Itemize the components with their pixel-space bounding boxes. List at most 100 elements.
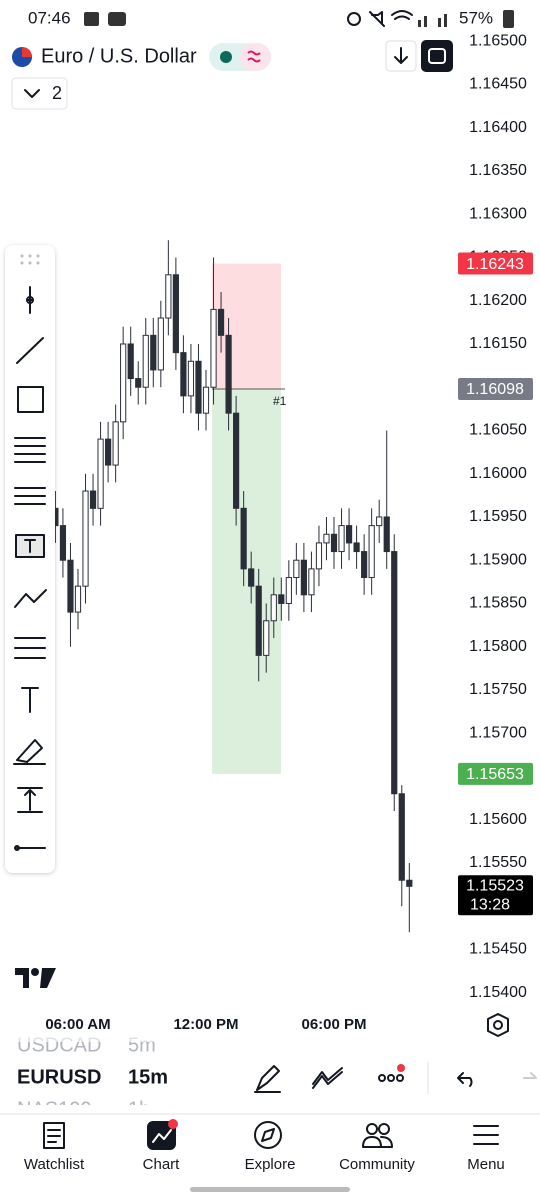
candle-body (187, 360, 195, 397)
candle-body (248, 568, 255, 587)
nav-item[interactable]: Menu (467, 1156, 505, 1173)
y-tick-label: 1.16200 (469, 292, 527, 309)
candle-body (338, 525, 345, 553)
candle-body (89, 490, 97, 509)
candle-body (82, 490, 89, 587)
candle-body (361, 551, 368, 579)
plot-area: #1 (52, 240, 413, 933)
y-tick-label: 1.15700 (469, 724, 527, 741)
y-tick-label: 1.15600 (469, 811, 527, 828)
y-tick-label: 1.16050 (469, 422, 527, 439)
chart-actions[interactable] (254, 1065, 537, 1093)
y-tick-label: 1.16350 (469, 162, 527, 179)
candle-body (263, 620, 270, 656)
layout-count: 2 (52, 83, 62, 103)
y-tick-label: 1.16400 (469, 119, 527, 136)
candle-body (391, 551, 398, 795)
nav-item[interactable]: Watchlist (24, 1156, 85, 1173)
scroll-to-end-button[interactable] (385, 40, 417, 72)
stop-tag (458, 252, 533, 275)
y-tick-label: 1.16500 (469, 32, 527, 49)
candle-body (353, 542, 360, 553)
candle-body (285, 577, 292, 604)
candle-body (59, 525, 67, 561)
y-tick-label: 1.16450 (469, 76, 527, 93)
settings-button[interactable] (487, 1013, 509, 1037)
y-tick-label: 1.15950 (469, 508, 527, 525)
tool-icons[interactable] (13, 286, 47, 851)
symbol-list: USDCAD 5m EURUSD 15m NAS100 1h (0, 1030, 240, 1120)
stop-tag-label: 1.16243 (466, 256, 524, 273)
y-tick-label: 1.16150 (469, 335, 527, 352)
y-tick-label: 1.15850 (469, 595, 527, 612)
candle-body (112, 421, 119, 466)
candle-body (157, 317, 164, 371)
y-tick-label: 1.15800 (469, 638, 527, 655)
candle-body (315, 542, 323, 570)
candle-body (180, 352, 187, 397)
candle-body (278, 594, 285, 604)
candle-body (300, 559, 307, 596)
candle-body (105, 438, 112, 466)
last-price-label: 1.15523 (466, 878, 524, 895)
bottom-nav: Watchlist Chart Explore Community Menu (24, 1156, 505, 1173)
y-tick-label: 1.16300 (469, 205, 527, 222)
position-label: #1 (273, 394, 287, 408)
candle-body (210, 308, 217, 388)
candle-body (368, 525, 375, 579)
candle-body (127, 343, 134, 380)
nav-item[interactable]: Explore (245, 1156, 296, 1173)
x-tick-label: 12:00 PM (173, 1016, 238, 1033)
candle-body (323, 533, 330, 544)
y-tick-label: 1.15750 (469, 681, 527, 698)
candle-body (330, 533, 338, 553)
candle-body (202, 386, 210, 414)
last-price-tag (458, 875, 533, 916)
candle-body (165, 274, 172, 319)
candle-body (293, 559, 300, 579)
y-tick-label: 1.15900 (469, 551, 527, 568)
layout-button[interactable]: 2 (11, 77, 68, 110)
candle-body (135, 378, 142, 388)
candle-body (406, 879, 413, 887)
candle-body (376, 516, 383, 527)
candle-body (398, 793, 405, 881)
x-tick-label: 06:00 PM (301, 1016, 366, 1033)
candle-body (255, 585, 262, 656)
countdown-label: 13:28 (470, 897, 510, 914)
candle-body (270, 594, 277, 622)
nav-item[interactable]: Community (339, 1156, 415, 1173)
nav-icons (43, 1121, 499, 1150)
status-battery: 57% (459, 8, 493, 27)
candle-body (150, 334, 157, 371)
y-tick-label: 1.15550 (469, 854, 527, 871)
candle-body (240, 507, 247, 570)
target-tag-label: 1.15653 (466, 766, 524, 783)
entry-tag-label: 1.16098 (466, 381, 524, 398)
symbol-title: Euro / U.S. Dollar (41, 45, 197, 67)
x-tick-label: 06:00 AM (45, 1016, 110, 1033)
candle-body (217, 308, 225, 336)
candle-body (120, 343, 127, 423)
tradingview-logo (15, 968, 56, 988)
notification-dot (168, 1119, 178, 1129)
interval-item[interactable]: 15m (128, 1066, 168, 1088)
candle-body (383, 516, 390, 553)
candle-body (74, 585, 82, 613)
symbol-header[interactable]: Euro / U.S. Dollar (12, 45, 197, 67)
notification-dot (397, 1064, 405, 1072)
target-zone (212, 388, 281, 774)
y-tick-label: 1.15400 (469, 984, 527, 1001)
price-axis: 1.16500 1.16450 1.16400 1.16350 1.16300 1.162… (458, 32, 533, 1001)
symbol-item[interactable]: EURUSD (17, 1066, 101, 1088)
status-time: 07:46 (28, 8, 71, 27)
y-tick-label: 1.16000 (469, 465, 527, 482)
fullscreen-button[interactable] (421, 40, 453, 72)
status-icons (84, 10, 514, 28)
drawing-toolbar (5, 245, 55, 873)
market-status-pill[interactable] (209, 43, 271, 71)
nav-item[interactable]: Chart (143, 1156, 181, 1173)
candle-body (233, 412, 240, 509)
y-tick-label: 1.15450 (469, 941, 527, 958)
